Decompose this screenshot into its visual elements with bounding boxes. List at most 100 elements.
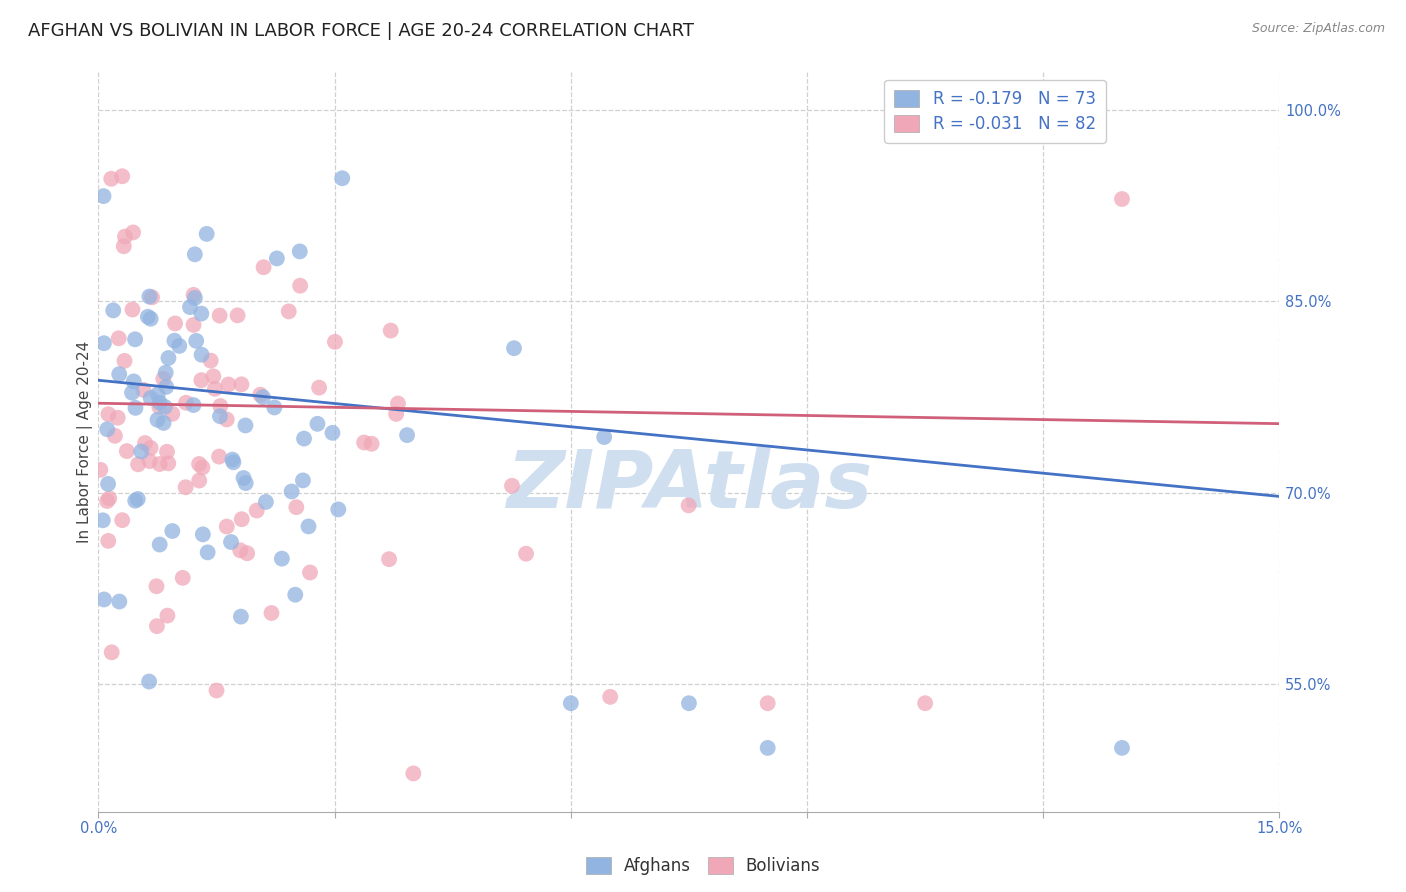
Point bbox=[560, 696, 582, 710]
Point bbox=[121, 385, 143, 400]
Point bbox=[678, 696, 700, 710]
Point bbox=[215, 519, 238, 533]
Point bbox=[122, 375, 145, 389]
Point bbox=[215, 412, 238, 426]
Point bbox=[114, 354, 136, 368]
Point bbox=[136, 310, 159, 324]
Point bbox=[124, 401, 146, 415]
Point bbox=[152, 416, 174, 430]
Point bbox=[219, 535, 242, 549]
Point bbox=[387, 396, 409, 410]
Point bbox=[139, 311, 162, 326]
Point bbox=[226, 309, 249, 323]
Point bbox=[263, 401, 285, 415]
Point bbox=[190, 307, 212, 321]
Point bbox=[96, 494, 118, 508]
Point bbox=[127, 458, 149, 472]
Point bbox=[221, 452, 243, 467]
Point bbox=[108, 368, 131, 382]
Point bbox=[195, 227, 218, 241]
Point bbox=[217, 377, 239, 392]
Point bbox=[139, 441, 162, 455]
Point bbox=[184, 291, 207, 305]
Point bbox=[97, 476, 120, 491]
Point bbox=[308, 381, 330, 395]
Point bbox=[208, 409, 231, 424]
Point bbox=[254, 495, 277, 509]
Point bbox=[236, 546, 259, 560]
Point bbox=[330, 171, 353, 186]
Point bbox=[222, 455, 245, 469]
Point bbox=[165, 317, 187, 331]
Point bbox=[252, 260, 274, 275]
Point bbox=[149, 537, 172, 551]
Y-axis label: In Labor Force | Age 20-24: In Labor Force | Age 20-24 bbox=[77, 341, 93, 542]
Legend: R = -0.179   N = 73, R = -0.031   N = 82: R = -0.179 N = 73, R = -0.031 N = 82 bbox=[884, 79, 1105, 143]
Point bbox=[197, 545, 219, 559]
Point bbox=[208, 309, 231, 323]
Point bbox=[156, 444, 179, 458]
Point bbox=[103, 303, 125, 318]
Point bbox=[1111, 740, 1133, 755]
Point bbox=[205, 683, 228, 698]
Point bbox=[138, 454, 160, 468]
Point bbox=[229, 543, 252, 558]
Point bbox=[138, 674, 160, 689]
Point bbox=[139, 391, 162, 405]
Point bbox=[107, 331, 129, 345]
Point bbox=[231, 512, 253, 526]
Point bbox=[100, 171, 122, 186]
Point bbox=[288, 278, 311, 293]
Point bbox=[249, 387, 271, 401]
Point bbox=[149, 457, 172, 471]
Point bbox=[162, 407, 184, 421]
Point bbox=[235, 418, 257, 433]
Point bbox=[97, 533, 120, 548]
Point bbox=[291, 474, 314, 488]
Point bbox=[593, 430, 616, 444]
Point bbox=[163, 334, 186, 348]
Point bbox=[184, 247, 207, 261]
Point bbox=[402, 766, 425, 780]
Point bbox=[155, 366, 177, 380]
Point bbox=[599, 690, 621, 704]
Point bbox=[756, 696, 779, 710]
Point bbox=[285, 500, 308, 515]
Point bbox=[270, 551, 292, 566]
Point bbox=[190, 348, 212, 362]
Point bbox=[266, 252, 288, 266]
Point bbox=[149, 395, 172, 409]
Point bbox=[157, 456, 180, 470]
Point bbox=[328, 502, 350, 516]
Point bbox=[323, 334, 346, 349]
Point bbox=[148, 400, 170, 414]
Point bbox=[183, 318, 205, 332]
Point bbox=[146, 387, 169, 401]
Point bbox=[277, 304, 299, 318]
Point bbox=[100, 645, 122, 659]
Point bbox=[385, 407, 408, 421]
Point bbox=[145, 579, 167, 593]
Point bbox=[89, 463, 111, 477]
Point bbox=[321, 425, 343, 440]
Point bbox=[183, 398, 205, 412]
Point bbox=[353, 435, 375, 450]
Point bbox=[98, 491, 121, 506]
Point bbox=[246, 503, 269, 517]
Point bbox=[115, 444, 138, 458]
Point bbox=[186, 334, 208, 348]
Point bbox=[292, 432, 315, 446]
Point bbox=[280, 484, 302, 499]
Point bbox=[515, 547, 537, 561]
Point bbox=[129, 444, 152, 458]
Point bbox=[107, 410, 129, 425]
Point bbox=[503, 341, 526, 355]
Point bbox=[191, 527, 214, 541]
Point bbox=[288, 244, 311, 259]
Point bbox=[299, 566, 322, 580]
Text: AFGHAN VS BOLIVIAN IN LABOR FORCE | AGE 20-24 CORRELATION CHART: AFGHAN VS BOLIVIAN IN LABOR FORCE | AGE … bbox=[28, 22, 695, 40]
Point bbox=[204, 382, 226, 396]
Point bbox=[93, 336, 115, 351]
Point bbox=[183, 288, 205, 302]
Point bbox=[156, 608, 179, 623]
